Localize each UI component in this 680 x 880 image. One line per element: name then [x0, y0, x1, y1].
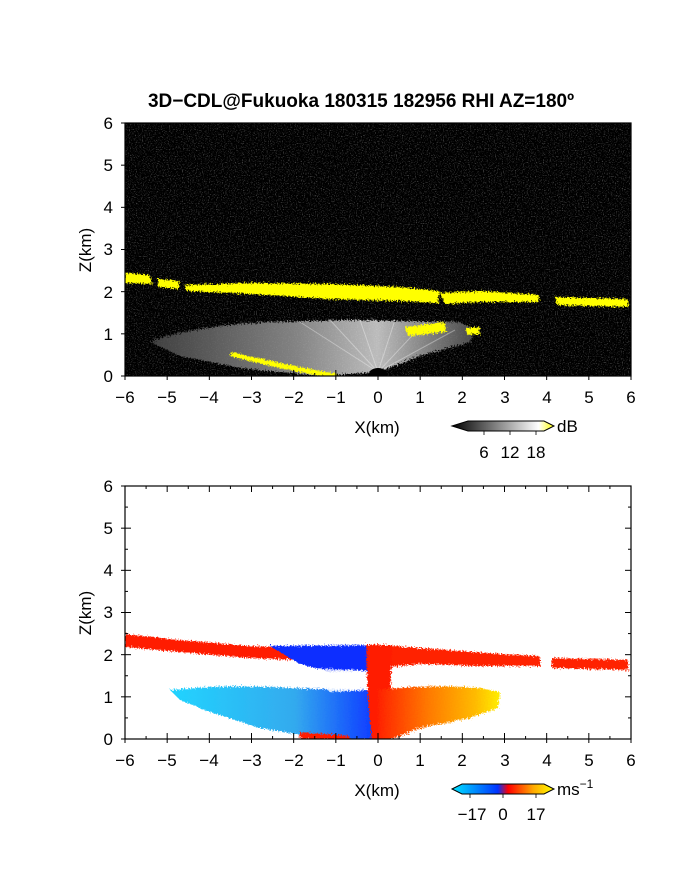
bottom-x-tick: 5 [584, 751, 593, 770]
velocity-colorbar-tick-label: 17 [527, 805, 546, 824]
bottom-x-tick: 1 [415, 751, 424, 770]
bottom-y-tick: 3 [104, 603, 113, 622]
top-y-tick: 1 [104, 325, 113, 344]
velocity-unit-exponent: −1 [580, 777, 594, 791]
bottom-x-tick: −3 [242, 751, 261, 770]
top-y-tick-labels: 0 1 2 3 4 5 6 [104, 114, 113, 386]
velocity-colorbar-tick-label: −17 [458, 805, 487, 824]
approaching-flow [170, 686, 378, 739]
surface-strip [300, 732, 350, 739]
top-x-tick: −6 [115, 388, 134, 407]
top-y-tick: 2 [104, 283, 113, 302]
top-x-tick: 0 [373, 388, 382, 407]
velocity-field [125, 634, 628, 739]
top-y-tick: 0 [104, 367, 113, 386]
velocity-colorbar-ticks [469, 794, 537, 798]
bottom-y-tick: 2 [104, 646, 113, 665]
top-x-tick: 2 [457, 388, 466, 407]
top-colorbar: dB 6 12 18 [450, 417, 578, 462]
bottom-x-tick: 0 [373, 751, 382, 770]
bottom-x-axis-label: X(km) [354, 781, 399, 800]
top-x-tick: −3 [242, 388, 261, 407]
velocity-colorbar-tick-label: 0 [498, 805, 507, 824]
top-panel: −6 −5 −4 −3 −2 −1 0 1 2 3 4 5 6 0 1 2 3 … [76, 114, 636, 462]
aerosol-fan [150, 320, 475, 376]
velocity-colorbar-unit: ms−1 [557, 777, 594, 799]
bottom-x-tick: 4 [542, 751, 551, 770]
chart-title: 3D−CDL@Fukuoka 180315 182956 RHI AZ=180º [148, 91, 574, 112]
bottom-x-tick: 3 [500, 751, 509, 770]
velocity-colorbar [450, 783, 556, 795]
upper-layer-blue [270, 645, 378, 672]
top-y-axis-label: Z(km) [76, 228, 95, 272]
upper-layer-right [378, 645, 540, 668]
bottom-y-tick: 0 [104, 730, 113, 749]
velocity-unit-base: ms [557, 780, 580, 799]
bottom-x-tick-labels: −6 −5 −4 −3 −2 −1 0 1 2 3 4 5 6 [115, 751, 635, 770]
upper-layer-far-right [552, 658, 628, 670]
top-x-tick: 6 [626, 388, 635, 407]
bottom-x-tick: −4 [199, 751, 218, 770]
bottom-y-tick: 1 [104, 688, 113, 707]
top-x-tick: 5 [584, 388, 593, 407]
top-x-tick: 1 [415, 388, 424, 407]
cloud-base-layer [125, 273, 628, 376]
bottom-x-tick: −5 [157, 751, 176, 770]
bottom-y-tick: 6 [104, 477, 113, 496]
bottom-y-tick: 5 [104, 519, 113, 538]
top-y-tick: 4 [104, 198, 113, 217]
top-y-tick: 5 [104, 156, 113, 175]
top-x-tick-labels: −6 −5 −4 −3 −2 −1 0 1 2 3 4 5 6 [115, 388, 635, 407]
bottom-x-tick: 2 [457, 751, 466, 770]
bottom-x-tick: −6 [115, 751, 134, 770]
top-x-tick: −1 [326, 388, 345, 407]
db-colorbar-tick-label: 6 [479, 443, 488, 462]
bottom-x-tick: −1 [326, 751, 345, 770]
bottom-x-tick: −2 [284, 751, 303, 770]
top-x-tick: 4 [542, 388, 551, 407]
top-x-tick: −4 [199, 388, 218, 407]
bottom-y-tick-labels: 0 1 2 3 4 5 6 [104, 477, 113, 749]
db-colorbar-unit: dB [557, 417, 578, 436]
bottom-colorbar: ms−1 −17 0 17 [450, 777, 594, 824]
db-colorbar-tick-label: 18 [527, 443, 546, 462]
db-colorbar-ticks [483, 431, 537, 435]
top-x-axis-label: X(km) [354, 418, 399, 437]
top-y-tick: 3 [104, 240, 113, 259]
top-x-tick: −5 [157, 388, 176, 407]
db-colorbar [450, 420, 556, 432]
bottom-axis-ticks [121, 485, 632, 743]
bottom-panel: −6 −5 −4 −3 −2 −1 0 1 2 3 4 5 6 0 1 2 3 … [76, 477, 636, 824]
top-y-tick: 6 [104, 114, 113, 133]
bottom-y-tick: 4 [104, 561, 113, 580]
data-gap [300, 668, 368, 692]
bottom-x-tick: 6 [626, 751, 635, 770]
top-axis-ticks [121, 122, 632, 380]
db-colorbar-tick-label: 12 [501, 443, 520, 462]
bottom-y-axis-label: Z(km) [76, 591, 95, 635]
top-x-tick: −2 [284, 388, 303, 407]
top-x-tick: 3 [500, 388, 509, 407]
receding-flow [378, 686, 500, 739]
